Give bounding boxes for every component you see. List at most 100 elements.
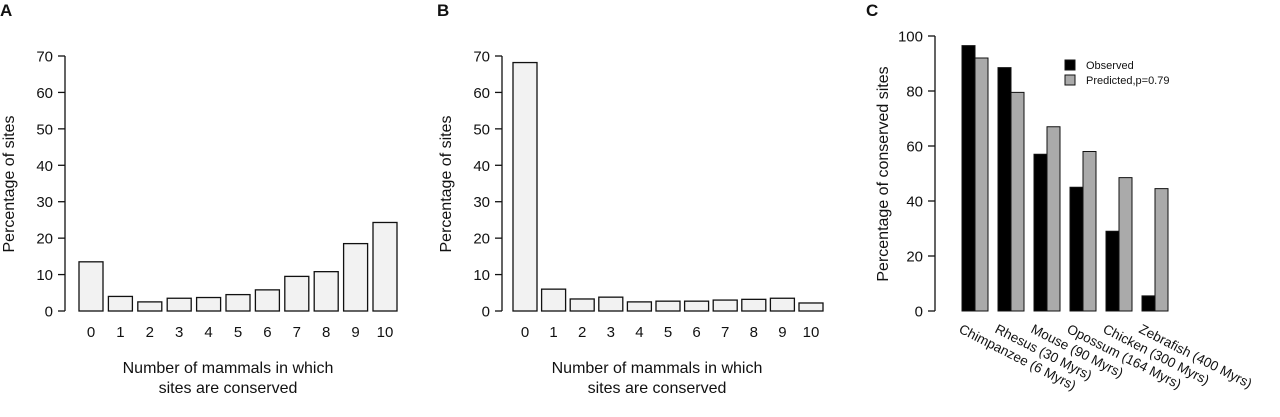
panel-c-letter: C — [866, 1, 878, 20]
a-x-tick-label: 2 — [146, 324, 154, 341]
a-bar-2 — [137, 301, 163, 312]
panel-c: C Percentage of conserved sites 0 20 40 60 8… — [866, 1, 1254, 393]
panel-b-y-axis: 0 10 20 30 40 50 60 70 — [473, 49, 503, 321]
b-bar-0 — [512, 61, 538, 312]
panel-a-xlabel-line2: sites are conserved — [159, 380, 298, 397]
a-x-tick-label: 10 — [377, 324, 394, 341]
c-bar-predicted-4 — [1118, 177, 1133, 312]
a-x-tick-label: 9 — [351, 324, 359, 341]
a-bar-7 — [284, 275, 310, 312]
panel-b-xlabel-line1: Number of mammals in which — [552, 360, 763, 377]
b-x-tick-label: 9 — [778, 324, 786, 341]
b-bar-6 — [683, 300, 710, 312]
c-bar-predicted-2 — [1046, 126, 1061, 312]
a-x-tick-label: 8 — [322, 324, 330, 341]
b-x-tick-label: 3 — [607, 324, 615, 341]
b-y-tick-label: 40 — [473, 158, 490, 175]
b-y-tick-label: 0 — [482, 304, 490, 321]
panel-a-ylabel: Percentage of sites — [1, 116, 18, 253]
c-bar-observed-4 — [1105, 230, 1120, 312]
panel-b-letter: B — [437, 1, 449, 20]
panel-a: A Percentage of sites 0 10 20 30 40 50 60 70 0 1… — [0, 1, 398, 397]
c-bar-observed-1 — [997, 67, 1012, 312]
a-x-tick-label: 0 — [87, 324, 95, 341]
c-bar-observed-3 — [1069, 186, 1084, 312]
panel-a-xlabel-line1: Number of mammals in which — [123, 360, 334, 377]
a-y-tick-label: 30 — [36, 194, 53, 211]
panel-c-legend: Observed Predicted,p=0.79 — [1064, 59, 1169, 87]
panel-a-y-axis: 0 10 20 30 40 50 60 70 — [36, 49, 66, 321]
b-x-tick-label: 8 — [750, 324, 758, 341]
b-bar-7 — [712, 299, 738, 312]
b-bar-1 — [540, 288, 567, 312]
c-y-tick-label: 20 — [906, 249, 923, 266]
b-bar-8 — [741, 298, 767, 312]
a-y-tick-label: 10 — [36, 267, 53, 284]
c-legend-swatch — [1064, 74, 1076, 86]
panel-a-bars — [78, 221, 398, 312]
panel-b-x-ticks: 0 1 2 3 4 5 6 7 8 9 10 — [521, 324, 820, 341]
b-y-tick-label: 10 — [473, 267, 490, 284]
c-bar-observed-2 — [1033, 153, 1048, 312]
c-bar-observed-0 — [961, 45, 976, 312]
b-bar-4 — [626, 301, 653, 312]
a-bar-5 — [225, 293, 251, 312]
b-y-tick-label: 20 — [473, 231, 490, 248]
panel-c-ylabel: Percentage of conserved sites — [875, 66, 892, 281]
c-y-tick-label: 60 — [906, 139, 923, 156]
b-x-tick-label: 7 — [721, 324, 729, 341]
a-x-tick-label: 4 — [204, 324, 212, 341]
c-bar-predicted-3 — [1082, 151, 1097, 312]
b-bar-9 — [769, 297, 796, 312]
c-y-tick-label: 0 — [915, 304, 923, 321]
c-bar-predicted-5 — [1154, 188, 1169, 312]
a-y-tick-label: 60 — [36, 85, 53, 102]
a-bar-4 — [195, 296, 222, 312]
b-x-tick-label: 5 — [664, 324, 672, 341]
a-bar-0 — [78, 261, 104, 312]
panel-a-letter: A — [0, 1, 12, 20]
b-y-tick-label: 60 — [473, 85, 490, 102]
panel-c-y-axis: 0 20 40 60 80 100 — [898, 29, 936, 321]
b-y-tick-label: 50 — [473, 121, 490, 138]
b-bar-10 — [798, 302, 824, 312]
b-y-tick-label: 70 — [473, 49, 490, 66]
a-bar-3 — [166, 297, 192, 312]
c-legend-swatch — [1064, 59, 1076, 71]
c-legend-label: Observed — [1086, 60, 1134, 72]
a-x-tick-label: 7 — [293, 324, 301, 341]
b-x-tick-label: 10 — [803, 324, 820, 341]
a-y-tick-label: 0 — [45, 304, 53, 321]
a-x-tick-label: 5 — [234, 324, 242, 341]
panel-c-bars — [961, 45, 1169, 312]
a-x-tick-label: 1 — [116, 324, 124, 341]
b-x-tick-label: 2 — [578, 324, 586, 341]
b-x-tick-label: 1 — [549, 324, 557, 341]
a-y-tick-label: 70 — [36, 49, 53, 66]
b-bar-5 — [655, 300, 681, 312]
a-bar-9 — [342, 242, 369, 312]
a-y-tick-label: 20 — [36, 231, 53, 248]
b-x-tick-label: 6 — [692, 324, 700, 341]
panel-b-ylabel: Percentage of sites — [438, 116, 455, 253]
a-bar-10 — [372, 221, 398, 312]
panel-a-x-ticks: 0 1 2 3 4 5 6 7 8 9 10 — [87, 324, 394, 341]
c-bar-predicted-1 — [1010, 91, 1025, 312]
a-x-tick-label: 6 — [263, 324, 271, 341]
a-bar-8 — [313, 271, 339, 312]
b-bar-2 — [569, 298, 595, 312]
panel-c-x-ticks: Chimpanzee (6 Myrs)Rhesus (30 Myrs)Mouse… — [957, 321, 1255, 393]
b-bar-3 — [598, 296, 624, 312]
panel-b: B Percentage of sites 0 10 20 30 40 50 60 70 0 1… — [437, 1, 824, 397]
b-x-tick-label: 4 — [635, 324, 643, 341]
c-bar-predicted-0 — [974, 57, 989, 312]
a-bar-6 — [254, 289, 281, 312]
panel-b-xlabel-line2: sites are conserved — [588, 380, 727, 397]
c-y-tick-label: 40 — [906, 194, 923, 211]
b-y-tick-label: 30 — [473, 194, 490, 211]
c-legend-label: Predicted,p=0.79 — [1086, 75, 1169, 87]
b-x-tick-label: 0 — [521, 324, 529, 341]
a-bar-1 — [107, 295, 134, 312]
a-y-tick-label: 50 — [36, 121, 53, 138]
